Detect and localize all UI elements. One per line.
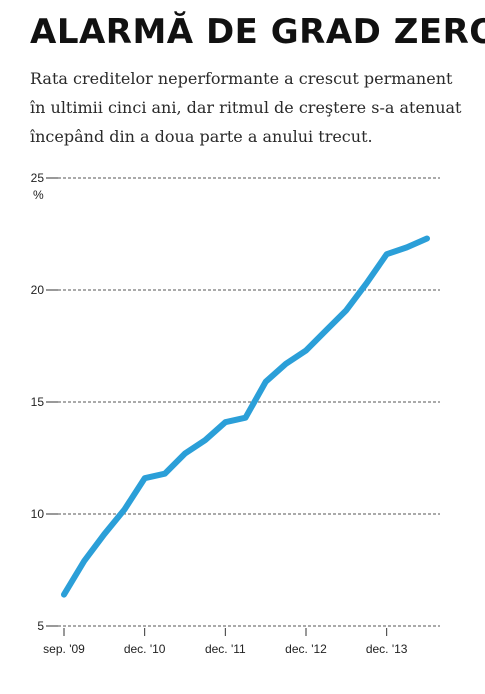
data-point-0-14 (346, 310, 347, 311)
y-tick-label-5: 5 (37, 619, 44, 633)
data-point-0-17 (406, 247, 407, 248)
chart-subtitle: Rata creditelor neperformante a crescut … (30, 69, 462, 146)
y-axis-unit-label: % (33, 188, 44, 202)
gridlines (58, 177, 440, 627)
y-tick-label-15: 15 (31, 395, 45, 409)
data-point-0-8 (225, 422, 226, 423)
data-point-0-11 (285, 363, 286, 364)
y-tick-label-25: 25 (31, 171, 45, 185)
data-point-0-9 (245, 417, 246, 418)
x-axis: sep. '09 dec. '10 dec. '11 dec. '12 dec. '13 (43, 628, 408, 656)
data-point-0-4 (144, 478, 145, 479)
series-layer (61, 235, 430, 598)
x-tick-label-2: dec. '11 (205, 642, 246, 656)
data-point-0-6 (185, 453, 186, 454)
y-tick-label-20: 20 (31, 283, 45, 297)
x-tick-label-1: dec. '10 (124, 642, 166, 656)
chart-title: ALARMĂ DE GRAD ZERO (30, 12, 485, 52)
data-point-0-0 (64, 594, 65, 595)
data-point-0-15 (366, 283, 367, 284)
data-point-0-1 (84, 561, 85, 562)
data-point-0-3 (124, 509, 125, 510)
data-point-0-16 (386, 254, 387, 255)
x-tick-label-3: dec. '12 (285, 642, 327, 656)
y-axis-ticks: 5 10 15 20 25 (31, 171, 58, 633)
data-point-0-13 (326, 330, 327, 331)
x-tick-label-0: sep. '09 (43, 642, 85, 656)
data-point-0-18 (427, 238, 428, 239)
data-point-0-5 (164, 473, 165, 474)
data-point-0-7 (205, 440, 206, 441)
x-tick-label-4: dec. '13 (366, 642, 408, 656)
data-point-0-2 (104, 534, 105, 535)
series-line-0 (61, 235, 430, 598)
y-tick-label-10: 10 (31, 507, 45, 521)
data-point-0-12 (306, 350, 307, 351)
data-point-0-10 (265, 381, 266, 382)
